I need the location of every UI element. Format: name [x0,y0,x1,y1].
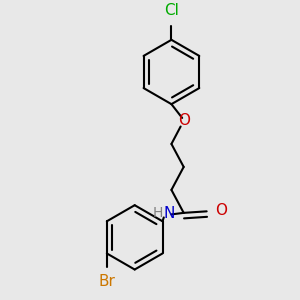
Text: O: O [215,203,227,218]
Text: N: N [163,206,175,221]
Text: H: H [153,206,163,220]
Text: Br: Br [98,274,115,289]
Text: Cl: Cl [164,3,179,18]
Text: O: O [178,113,190,128]
